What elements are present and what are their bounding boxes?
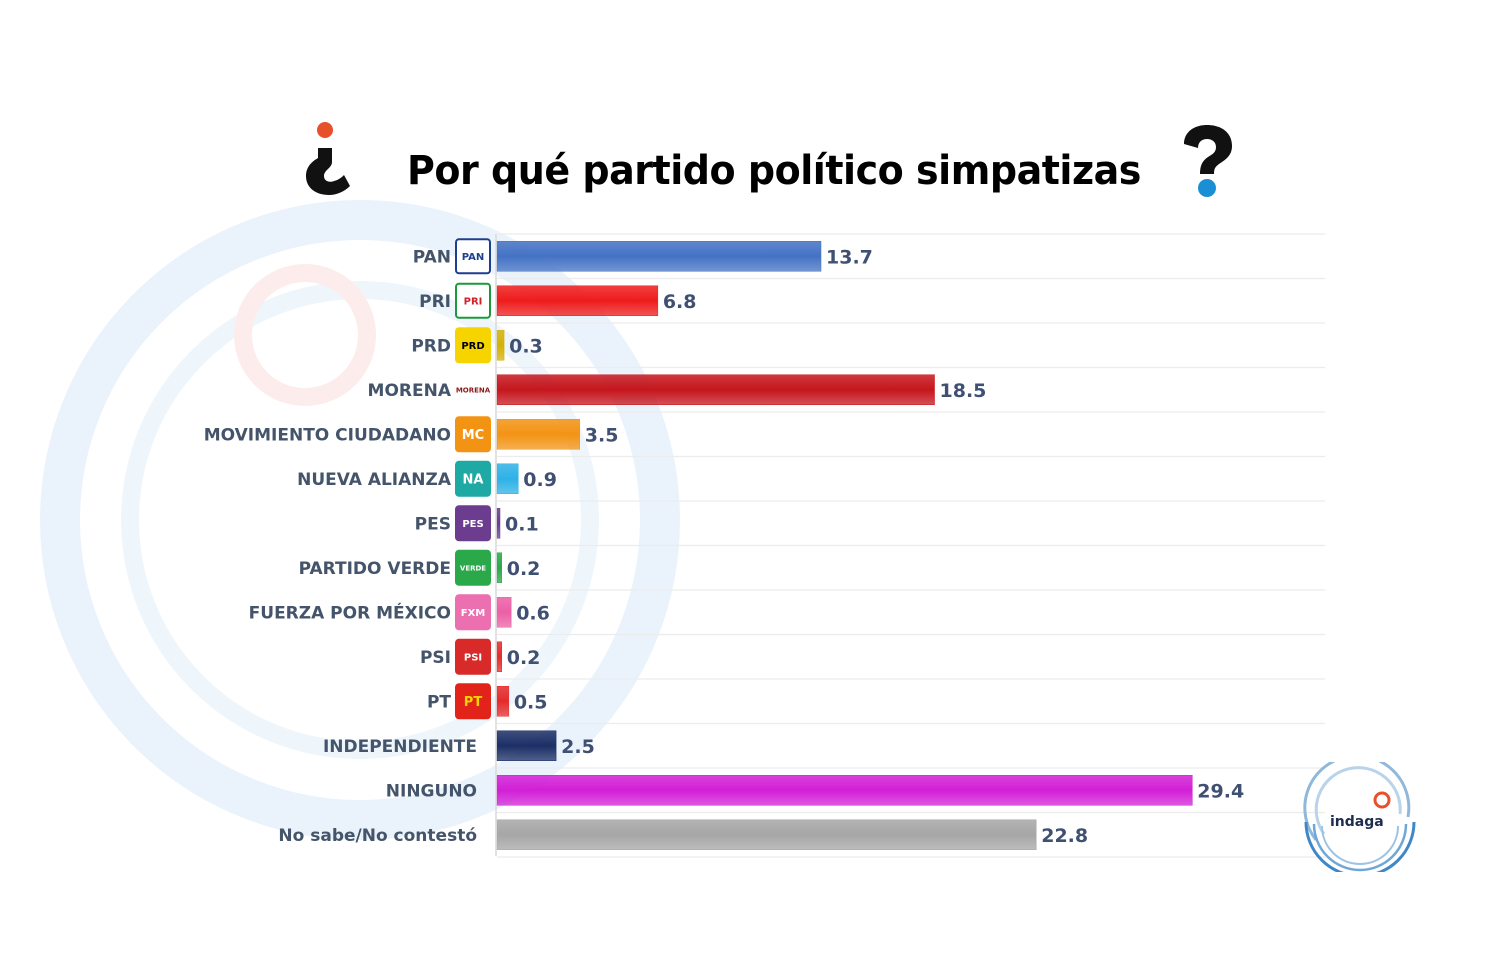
bar-13 xyxy=(496,775,1193,806)
inverted-question-mark-icon xyxy=(306,122,350,195)
category-label: PES xyxy=(415,514,451,534)
bar-6 xyxy=(496,463,519,494)
party-logo-label: NA xyxy=(463,472,484,487)
party-logos: PAN PRI PRD MORENA MC NA PES VERDE FXM PSI PT xyxy=(455,238,491,720)
party-logo-label: PRI xyxy=(464,296,483,307)
value-labels: 13.7 6.8 0.3 18.5 3.5 0.9 0.1 0.2 0.6 0.2 0.5 2.5 29… xyxy=(505,246,1244,847)
indaga-logo-icon xyxy=(1303,762,1416,872)
party-logo-icon: PRI xyxy=(455,282,491,319)
bar-12 xyxy=(496,730,557,761)
party-logo-icon: PT xyxy=(455,683,491,720)
value-label: 6.8 xyxy=(663,291,697,313)
value-label: 0.2 xyxy=(507,647,541,669)
bars xyxy=(496,241,1193,850)
party-logo-label: PES xyxy=(462,519,483,530)
bar-14 xyxy=(496,819,1037,850)
value-label: 0.9 xyxy=(523,469,557,491)
category-label: PT xyxy=(427,692,451,712)
value-label: 13.7 xyxy=(826,246,873,268)
bar-10 xyxy=(496,641,502,672)
value-label: 18.5 xyxy=(940,380,987,402)
bar-2 xyxy=(496,285,659,316)
party-logo-icon: PAN xyxy=(455,238,491,275)
bar-5 xyxy=(496,419,581,450)
category-labels: PAN PRI PRD MORENA MOVIMIENTO CIUDADANO NUEVA… xyxy=(204,247,477,846)
party-logo-icon: MC xyxy=(455,416,491,453)
value-label: 0.3 xyxy=(509,335,543,357)
brand-name: indaga xyxy=(1330,814,1384,830)
bar-9 xyxy=(496,597,512,628)
value-label: 22.8 xyxy=(1041,825,1088,847)
question-mark-icon xyxy=(1184,125,1232,197)
category-label: INDEPENDIENTE xyxy=(323,737,477,757)
party-logo-label: MORENA xyxy=(456,386,491,394)
category-label: PRI xyxy=(419,292,451,312)
category-label: NUEVA ALIANZA xyxy=(297,470,452,490)
category-label: MOVIMIENTO CIUDADANO xyxy=(204,425,451,445)
bar-4 xyxy=(496,374,935,405)
party-logo-icon: PES xyxy=(455,505,491,542)
party-logo-label: PAN xyxy=(462,252,485,263)
value-label: 0.5 xyxy=(514,691,548,713)
title-row: Por qué partido político simpatizas xyxy=(0,118,1503,208)
chart-title: Por qué partido político simpatizas xyxy=(407,148,1141,194)
category-label: PAN xyxy=(413,247,451,267)
party-logo-label: MC xyxy=(462,428,484,443)
bar-11 xyxy=(496,686,510,717)
category-label: FUERZA POR MÉXICO xyxy=(249,601,451,623)
party-logo-icon: VERDE xyxy=(455,549,491,586)
party-logo-label: PRD xyxy=(461,341,484,352)
grid-lines xyxy=(497,233,1325,858)
party-logo-label: PT xyxy=(464,695,483,710)
party-logo-icon: PSI xyxy=(455,638,491,675)
party-logo-label: VERDE xyxy=(460,564,486,572)
bar-1 xyxy=(496,241,822,272)
party-logo-label: PSI xyxy=(464,652,482,663)
value-label: 2.5 xyxy=(561,736,595,758)
bar-8 xyxy=(496,552,502,583)
value-label: 0.6 xyxy=(516,602,550,624)
party-logo-icon: MORENA xyxy=(455,371,491,408)
category-label: PRD xyxy=(411,336,451,356)
value-label: 0.1 xyxy=(505,513,539,535)
party-logo-icon: PRD xyxy=(455,327,491,364)
category-label: MORENA xyxy=(368,381,452,401)
bar-3 xyxy=(496,330,505,361)
category-label: PSI xyxy=(420,648,451,668)
value-label: 3.5 xyxy=(585,424,619,446)
party-logo-icon: FXM xyxy=(455,594,491,631)
party-logo-label: FXM xyxy=(461,608,486,619)
value-label: 0.2 xyxy=(507,558,541,580)
bar-7 xyxy=(496,508,501,539)
party-logo-icon: NA xyxy=(455,460,491,497)
category-label: No sabe/No contestó xyxy=(278,826,477,846)
category-label: PARTIDO VERDE xyxy=(299,559,451,579)
category-label: NINGUNO xyxy=(386,781,477,801)
value-label: 29.4 xyxy=(1197,780,1244,802)
